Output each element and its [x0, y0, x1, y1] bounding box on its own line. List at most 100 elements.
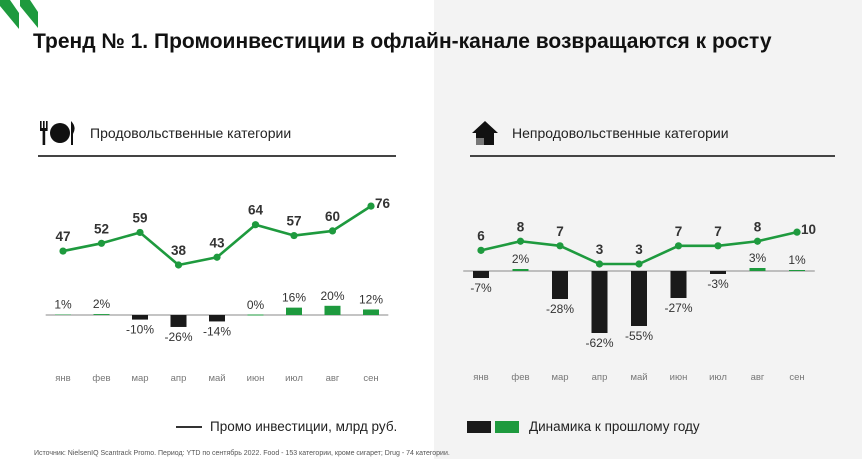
nonfood-line-label: 8: [754, 219, 762, 234]
nonfood-bar: [631, 271, 647, 326]
nonfood-bar: [591, 271, 608, 333]
nonfood-bar-label: -28%: [546, 302, 574, 316]
nonfood-line-point: [516, 237, 525, 245]
food-category-label: июн: [247, 373, 265, 384]
legend-line-swatch: [176, 425, 202, 428]
food-bar: [170, 315, 187, 327]
food-line-label: 57: [286, 214, 301, 229]
nonfood-bar-label: -62%: [585, 336, 613, 350]
nonfood-bar: [670, 271, 687, 298]
food-category-label: янв: [55, 373, 70, 384]
nonfood-category-label: июл: [709, 372, 727, 383]
food-line-label: 52: [94, 221, 109, 236]
nonfood-category-label: сен: [789, 372, 804, 383]
food-line-label: 76: [375, 196, 391, 211]
food-bar-label: 1%: [54, 298, 72, 312]
nonfood-category-label: май: [630, 372, 647, 383]
legend-bars: Динамика к прошлому году: [467, 419, 700, 434]
food-line-point: [174, 261, 183, 269]
nonfood-bar: [512, 269, 529, 271]
nonfood-line-label: 3: [635, 242, 643, 257]
food-panel-rule: [38, 155, 396, 157]
food-bar: [209, 315, 225, 322]
food-line-point: [136, 228, 144, 237]
food-line-label: 60: [325, 209, 340, 224]
nonfood-category-label: фев: [511, 372, 529, 383]
food-bar: [324, 305, 341, 315]
food-bar: [132, 315, 148, 320]
nonfood-line-point: [556, 242, 564, 250]
food-line-label: 47: [55, 229, 70, 244]
nonfood-category-label: авг: [751, 372, 765, 383]
source-note: Источник: NielsenIQ Scantrack Promo. Пер…: [34, 450, 450, 457]
food-panel-title: Продовольственные категории: [90, 125, 292, 141]
nonfood-line-point: [635, 260, 643, 268]
brand-logo: [0, 0, 38, 29]
nonfood-bar: [749, 268, 766, 271]
food-line-point: [328, 227, 337, 235]
legend-line-label: Промо инвестиции, млрд руб.: [210, 419, 398, 434]
nonfood-bar-label: 3%: [749, 251, 767, 265]
nonfood-bar-label: -3%: [707, 277, 729, 291]
food-category-label: май: [208, 373, 225, 384]
nonfood-bar-label: -7%: [470, 281, 492, 295]
nonfood-bar-label: 1%: [788, 253, 806, 267]
nonfood-line-point: [793, 228, 801, 236]
food-category-label: авг: [326, 373, 340, 384]
nonfood-line-point: [595, 260, 604, 268]
nonfood-category-label: апр: [592, 372, 608, 383]
food-bar-label: -26%: [164, 330, 192, 344]
nonfood-bar-label: -27%: [664, 301, 692, 315]
food-bar-label: -10%: [126, 323, 154, 337]
food-bar-label: -14%: [203, 324, 231, 338]
food-category-label: апр: [171, 373, 187, 384]
nonfood-line-label: 6: [477, 228, 485, 243]
right-panel-background: [434, 0, 862, 459]
food-line-point: [251, 221, 260, 229]
food-category-label: сен: [363, 373, 378, 384]
food-bar-label: 20%: [320, 289, 344, 303]
food-bar: [286, 307, 302, 315]
food-line-label: 59: [132, 210, 147, 225]
page-title: Тренд № 1. Промоинвестиции в офлайн-кана…: [33, 30, 772, 53]
food-bar-label: 2%: [93, 297, 111, 311]
nonfood-category-label: июн: [670, 372, 688, 383]
food-bar: [93, 314, 110, 315]
nonfood-line-point: [674, 242, 683, 250]
food-line-point: [59, 247, 67, 255]
nonfood-line-label: 7: [556, 224, 564, 239]
nonfood-line-label: 7: [714, 224, 722, 239]
nonfood-line-point: [753, 237, 762, 245]
house-icon: [472, 121, 498, 145]
food-category-label: июл: [285, 373, 303, 384]
food-line-label: 64: [248, 203, 264, 218]
food-line-point: [213, 253, 221, 261]
nonfood-line-point: [477, 246, 485, 254]
food-bar-label: 16%: [282, 291, 306, 305]
legend-bar-label: Динамика к прошлому году: [529, 419, 700, 434]
nonfood-bar: [552, 271, 568, 299]
legend-line: Промо инвестиции, млрд руб.: [176, 419, 397, 434]
food-line-label: 43: [209, 235, 225, 250]
nonfood-bar-label: -55%: [625, 329, 653, 343]
nonfood-category-label: мар: [551, 372, 568, 383]
food-bar: [247, 314, 264, 316]
nonfood-line-label: 3: [596, 242, 604, 257]
legend-positive-swatch: [495, 420, 519, 433]
nonfood-line-label: 7: [675, 224, 683, 239]
food-category-label: фев: [92, 373, 110, 384]
legend-negative-swatch: [467, 420, 491, 433]
food-bar-label: 12%: [359, 292, 383, 306]
nonfood-bar: [789, 270, 805, 271]
nonfood-line-label: 10: [801, 222, 816, 237]
food-bar: [363, 309, 379, 315]
food-line-label: 38: [171, 243, 187, 258]
nonfood-category-label: янв: [473, 372, 488, 383]
cutlery-plate-icon: [40, 121, 75, 145]
food-bar-label: 0%: [247, 298, 265, 312]
nonfood-panel-title: Непродовольственные категории: [512, 125, 729, 141]
food-line-point: [367, 202, 375, 210]
nonfood-bar: [473, 271, 489, 278]
